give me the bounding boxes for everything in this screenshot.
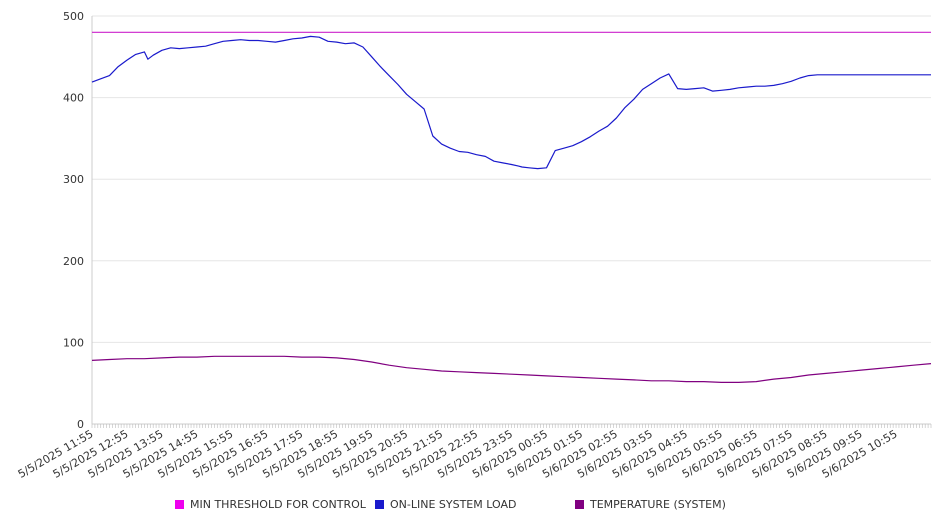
legend-item-threshold[interactable]: MIN THRESHOLD FOR CONTROL — [175, 498, 366, 511]
legend: MIN THRESHOLD FOR CONTROL ON-LINE SYSTEM… — [0, 498, 946, 514]
grid-lines — [92, 15, 931, 425]
legend-swatch-threshold — [175, 500, 184, 509]
temperature-line — [91, 355, 932, 383]
y-axis-ticks: 0 100 200 300 400 500 — [63, 10, 84, 431]
y-tick-label: 0 — [77, 418, 84, 431]
y-tick-label: 400 — [63, 92, 84, 105]
legend-item-system-load[interactable]: ON-LINE SYSTEM LOAD — [375, 498, 516, 511]
legend-swatch-system-load — [375, 500, 384, 509]
legend-swatch-temperature — [575, 500, 584, 509]
y-tick-label: 200 — [63, 255, 84, 268]
y-tick-label: 100 — [63, 336, 84, 349]
y-tick-label: 500 — [63, 10, 84, 23]
axes — [91, 16, 932, 428]
system-load-line — [91, 35, 931, 170]
series-lines — [91, 31, 932, 383]
legend-label-temperature: TEMPERATURE (SYSTEM) — [590, 498, 726, 511]
legend-label-system-load: ON-LINE SYSTEM LOAD — [390, 498, 517, 511]
legend-item-temperature[interactable]: TEMPERATURE (SYSTEM) — [575, 498, 726, 511]
legend-label-threshold: MIN THRESHOLD FOR CONTROL — [190, 498, 366, 511]
y-tick-label: 300 — [63, 173, 84, 186]
x-axis-ticks: 5/5/2025 11:555/5/2025 12:555/5/2025 13:… — [16, 427, 900, 481]
